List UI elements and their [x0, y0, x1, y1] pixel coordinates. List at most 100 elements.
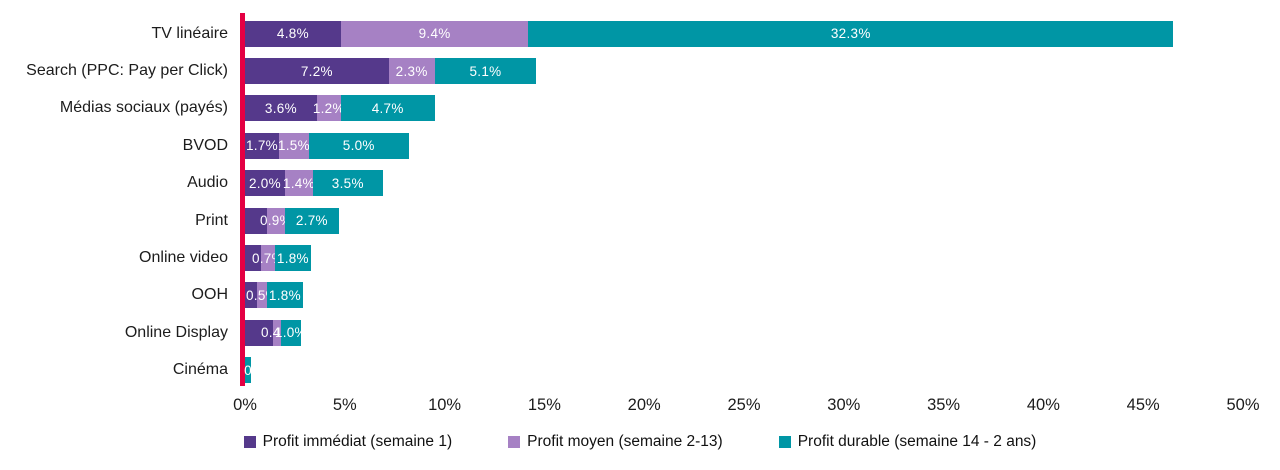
bar-segment-moyen: 1.2%: [313, 95, 345, 122]
x-axis-tick: 20%: [627, 396, 661, 414]
x-axis-tick: 40%: [1026, 396, 1060, 414]
bar-segment-value: 4.7%: [371, 100, 404, 116]
bar-segment-value: 1.5%: [277, 138, 310, 154]
bar-track: 3.6% 1.2% 4.7%: [245, 95, 1243, 122]
category-label: OOH: [191, 286, 228, 304]
bar-track: 1.7% 1.5% 5.0%: [245, 132, 1243, 159]
x-axis-tick: 10%: [428, 396, 462, 414]
bar-segment-durable: 5.1%: [434, 58, 537, 85]
bar-segment-value: 1.0%: [274, 325, 307, 341]
category-label: Online video: [139, 249, 228, 267]
legend-label-moyen: Profit moyen (semaine 2-13): [527, 433, 723, 450]
category-label: Audio: [187, 174, 228, 192]
x-axis: 0% 5% 10% 15% 20% 25% 30% 35% 40% 45% 50%: [0, 396, 1280, 422]
category-row: Online Display 0.4% 1.0%: [0, 314, 1280, 351]
bar-segment-moyen: 0.7%: [252, 245, 284, 272]
category-row: Print 0.9% 2.7%: [0, 202, 1280, 239]
bar-track: 7.2% 2.3% 5.1%: [245, 58, 1243, 85]
bar-segment-value: 9.4%: [418, 26, 451, 42]
legend-swatch-durable: [778, 436, 791, 448]
category-row: BVOD 1.7% 1.5% 5.0%: [0, 127, 1280, 164]
bar-segment-durable: 32.3%: [528, 20, 1174, 47]
bar-segment-durable: 0: [244, 357, 252, 384]
bar-track: 4.8% 9.4% 32.3%: [245, 20, 1243, 47]
bar-segment-value: 2.0%: [248, 175, 281, 191]
category-row: Search (PPC: Pay per Click) 7.2% 2.3% 5.1%: [0, 52, 1280, 89]
x-axis-tick: 5%: [332, 396, 357, 414]
bar-track: 0.4% 1.0%: [245, 319, 1243, 346]
bar-segment-immediat: 1.7%: [245, 132, 279, 159]
bar-segment-value: 32.3%: [830, 26, 871, 42]
x-axis-tick: 30%: [827, 396, 861, 414]
legend-swatch-moyen: [508, 436, 521, 448]
bar-segment-value: 2.3%: [395, 63, 428, 79]
bar-segment-moyen: 0.9%: [260, 207, 292, 234]
bar-segment-value: 3.6%: [264, 100, 297, 116]
bar-segment-immediat: 3.6%: [245, 95, 317, 122]
x-axis-tick: 35%: [927, 396, 961, 414]
x-axis-tick: 0%: [233, 396, 257, 414]
bar-rows: TV linéaire 4.8% 9.4% 32.3% Search (PPC: P…: [0, 15, 1280, 389]
bar-track: 2.0% 1.4% 3.5%: [245, 170, 1243, 197]
bar-segment-moyen: 9.4%: [340, 20, 529, 47]
x-axis-tick: 25%: [727, 396, 761, 414]
x-axis-tick: 15%: [527, 396, 561, 414]
category-label: Online Display: [124, 323, 228, 341]
bar-segment-value: 1.7%: [245, 138, 278, 154]
legend-swatch-immediat: [243, 436, 256, 448]
bar-segment-value: 1.8%: [276, 250, 309, 266]
category-row: Cinéma 0: [0, 352, 1280, 389]
bar-segment-durable: 1.8%: [266, 282, 303, 309]
bar-segment-immediat: 4.8%: [245, 20, 341, 47]
bar-segment-value: 1.8%: [268, 287, 301, 303]
category-label: Cinéma: [172, 361, 228, 379]
bar-segment-immediat: [245, 245, 261, 272]
legend-label-immediat: Profit immédiat (semaine 1): [262, 433, 453, 450]
category-label: Print: [195, 211, 228, 229]
category-label: Médias sociaux (payés): [59, 99, 228, 117]
bar-track: 0.9% 2.7%: [245, 207, 1243, 234]
bar-segment-immediat: 2.0%: [245, 170, 285, 197]
bar-segment-moyen: 0.5%: [246, 282, 278, 309]
bar-segment-value: 7.2%: [300, 63, 333, 79]
bar-segment-immediat: [245, 207, 267, 234]
bar-segment-value: 3.5%: [331, 175, 364, 191]
category-label: TV linéaire: [151, 24, 228, 42]
bar-track: 0.7% 1.8%: [245, 245, 1243, 272]
legend-item-moyen: Profit moyen (semaine 2-13): [508, 433, 723, 451]
bar-segment-value: 2.7%: [295, 213, 328, 229]
bar-segment-value: 0: [244, 362, 252, 378]
bar-segment-moyen: 1.5%: [277, 132, 310, 159]
bar-segment-immediat: [245, 319, 273, 346]
bar-segment-value: 0.9%: [259, 213, 292, 229]
x-axis-tick: 50%: [1226, 396, 1260, 414]
category-row: OOH 0.5% 1.8%: [0, 277, 1280, 314]
category-row: TV linéaire 4.8% 9.4% 32.3%: [0, 15, 1280, 52]
bar-segment-durable: 2.7%: [284, 207, 339, 234]
bar-segment-durable: 4.7%: [340, 95, 435, 122]
bar-segment-immediat: [245, 282, 257, 309]
category-row: Médias sociaux (payés) 3.6% 1.2% 4.7%: [0, 90, 1280, 127]
category-label: BVOD: [182, 136, 228, 154]
category-row: Audio 2.0% 1.4% 3.5%: [0, 165, 1280, 202]
bar-track: 0.5% 1.8%: [245, 282, 1243, 309]
x-axis-tick: 45%: [1126, 396, 1160, 414]
bar-segment-value: 5.0%: [342, 138, 375, 154]
bar-segment-value: 4.8%: [276, 26, 309, 42]
bar-segment-durable: 1.8%: [274, 245, 311, 272]
legend-label-durable: Profit durable (semaine 14 - 2 ans): [797, 433, 1037, 450]
category-row: Online video 0.7% 1.8%: [0, 239, 1280, 276]
bar-segment-value: 5.1%: [469, 63, 502, 79]
bar-segment-durable: 3.5%: [312, 170, 383, 197]
bar-segment-durable: 1.0%: [275, 319, 307, 346]
bar-track: 0: [244, 357, 1243, 384]
bar-segment-value: 1.2%: [312, 100, 345, 116]
legend-item-immediat: Profit immédiat (semaine 1): [243, 433, 453, 451]
legend-item-durable: Profit durable (semaine 14 - 2 ans): [778, 433, 1037, 451]
bar-segment-moyen: 2.3%: [388, 58, 435, 85]
bar-segment-moyen: 1.4%: [282, 170, 315, 197]
category-label: Search (PPC: Pay per Click): [26, 62, 228, 80]
bar-segment-value: 1.4%: [282, 175, 315, 191]
bar-segment-durable: 5.0%: [308, 132, 409, 159]
